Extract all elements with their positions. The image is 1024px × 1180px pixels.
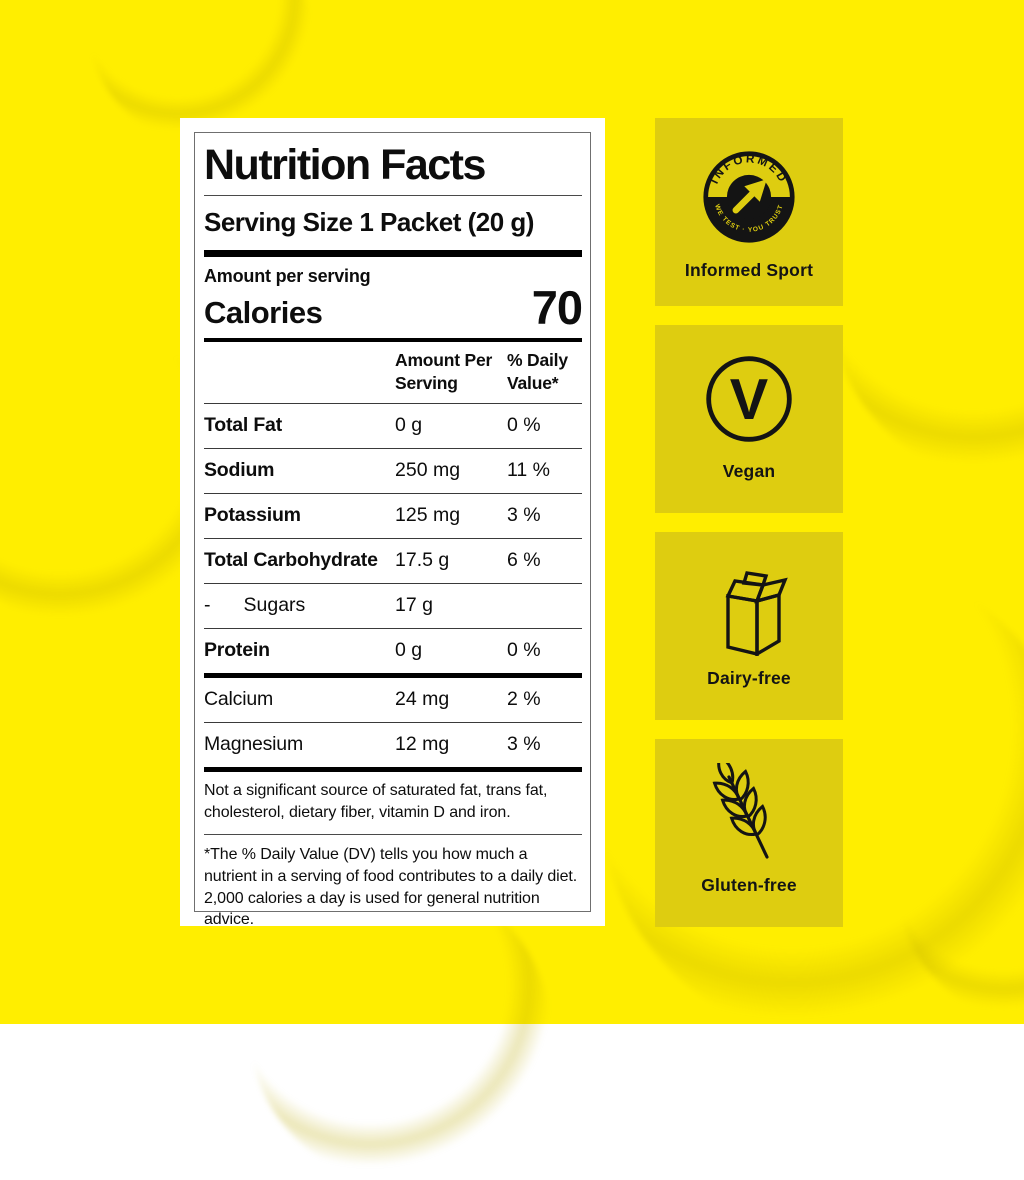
table-header-row: Amount Per Serving % Daily Value* xyxy=(204,342,582,404)
table-row: Magnesium 12 mg 3 % xyxy=(204,723,582,772)
vegan-icon: V xyxy=(701,325,797,447)
amount-per-serving-label: Amount per serving xyxy=(204,266,371,287)
nutrient-name: Magnesium xyxy=(204,732,303,755)
amount-column-header: Amount Per Serving xyxy=(395,350,493,394)
nutrition-facts-title: Nutrition Facts xyxy=(204,141,486,189)
table-row: Potassium 125 mg 3 % xyxy=(204,494,582,539)
nutrient-dv: 11 % xyxy=(507,458,550,481)
wheat-icon xyxy=(699,739,799,861)
nutrient-name: Sugars xyxy=(243,593,306,616)
nutrient-amount: 12 mg xyxy=(395,732,450,755)
nutrient-dv: 0 % xyxy=(507,638,541,661)
nutrient-dv: 3 % xyxy=(507,503,541,526)
nutrient-amount: 0 g xyxy=(395,638,423,661)
nutrient-dv: 0 % xyxy=(507,413,541,436)
nutrient-amount: 24 mg xyxy=(395,687,450,710)
divider xyxy=(204,195,582,197)
wheat-svg xyxy=(709,763,769,859)
nutrient-amount: 250 mg xyxy=(395,458,461,481)
nutrient-amount: 0 g xyxy=(395,413,423,436)
daily-value-footnote: *The % Daily Value (DV) tells you how mu… xyxy=(204,833,582,944)
nutrient-name: Calcium xyxy=(204,687,274,710)
nutrient-name: Protein xyxy=(204,638,270,661)
badge-gluten-free: Gluten-free xyxy=(655,739,843,927)
nutrient-amount: 125 mg xyxy=(395,503,461,526)
milk-carton-icon xyxy=(699,532,799,656)
table-row-sugars: - Sugars 17 g xyxy=(204,584,582,629)
divider-medium xyxy=(204,338,582,343)
calories-value: 70 xyxy=(531,281,583,335)
table-row: Sodium 250 mg 11 % xyxy=(204,449,582,494)
badge-informed-sport: INFORMED WE TEST · YOU TRUST Informed Sp… xyxy=(655,118,843,306)
nutrition-facts-border: Nutrition Facts Serving Size 1 Packet (2… xyxy=(194,132,591,928)
table-row: Calcium 24 mg 2 % xyxy=(204,678,582,723)
nutrition-facts-panel: Nutrition Facts Serving Size 1 Packet (2… xyxy=(180,118,605,928)
badge-vegan: V Vegan xyxy=(655,325,843,513)
nutrient-name: Sodium xyxy=(204,458,275,481)
informed-sport-logo-icon: INFORMED WE TEST · YOU TRUST xyxy=(702,118,796,243)
serving-size: Serving Size 1 Packet (20 g) xyxy=(204,207,534,238)
table-row: Protein 0 g 0 % xyxy=(204,629,582,678)
badge-dairy-free: Dairy-free xyxy=(655,532,843,720)
droplet-texture xyxy=(900,760,1024,1020)
informed-sport-logo-svg: INFORMED WE TEST · YOU TRUST xyxy=(703,151,795,243)
nutrient-name: Potassium xyxy=(204,503,301,526)
table-row: Total Carbohydrate 17.5 g 6 % xyxy=(204,539,582,584)
badge-label: Informed Sport xyxy=(684,260,814,280)
sugars-dash: - xyxy=(204,593,211,616)
nutrient-name: Total Carbohydrate xyxy=(204,548,378,571)
badge-label: Vegan xyxy=(722,461,776,481)
dv-column-header: % Daily Value* xyxy=(507,350,568,394)
nutrient-amount: 17 g xyxy=(395,593,433,616)
table-row: Total Fat 0 g 0 % xyxy=(204,404,582,449)
divider-thick xyxy=(204,250,582,258)
not-significant-note: Not a significant source of saturated fa… xyxy=(204,781,548,821)
nutrient-dv: 6 % xyxy=(507,548,541,571)
empty-header-cell xyxy=(204,349,395,395)
badge-label: Gluten-free xyxy=(701,875,797,895)
calories-row: Calories 70 xyxy=(204,281,583,335)
droplet-texture xyxy=(830,120,1024,480)
milk-carton-svg xyxy=(725,571,788,656)
vegan-v-letter: V xyxy=(730,368,769,432)
vegan-circle-svg: V xyxy=(706,356,792,442)
nutrient-dv: 3 % xyxy=(507,732,541,755)
nutrient-name-cell: - Sugars xyxy=(204,594,395,617)
calories-label: Calories xyxy=(204,294,323,330)
nutrient-amount: 17.5 g xyxy=(395,548,450,571)
nutrient-dv: 2 % xyxy=(507,687,541,710)
nutrient-name: Total Fat xyxy=(204,413,282,436)
badge-label: Dairy-free xyxy=(707,668,791,688)
